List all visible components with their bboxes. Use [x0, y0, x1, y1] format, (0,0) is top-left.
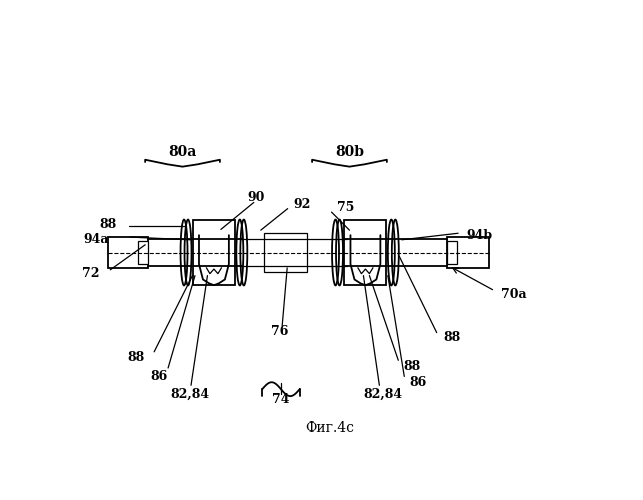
Text: 88: 88 [443, 332, 460, 344]
Text: 74: 74 [273, 393, 290, 406]
Text: 88: 88 [99, 218, 116, 230]
FancyBboxPatch shape [108, 237, 148, 268]
FancyBboxPatch shape [193, 220, 235, 285]
Text: Фиг.4с: Фиг.4с [305, 422, 354, 436]
FancyBboxPatch shape [345, 220, 386, 285]
Text: 86: 86 [150, 370, 168, 383]
Text: 80a: 80a [168, 146, 197, 160]
Text: 82,84: 82,84 [364, 388, 403, 400]
Text: 75: 75 [337, 200, 354, 213]
Text: 76: 76 [271, 325, 289, 338]
Text: 94a: 94a [84, 232, 109, 245]
Text: 82,84: 82,84 [170, 388, 210, 400]
Text: 80b: 80b [335, 146, 364, 160]
Text: 70a: 70a [502, 288, 527, 302]
FancyBboxPatch shape [264, 233, 307, 272]
Text: 86: 86 [410, 376, 426, 389]
FancyBboxPatch shape [447, 237, 489, 268]
Text: 88: 88 [403, 360, 421, 372]
Text: 88: 88 [127, 350, 144, 364]
FancyBboxPatch shape [138, 241, 148, 264]
FancyBboxPatch shape [447, 241, 457, 264]
Text: 94b: 94b [467, 228, 493, 241]
Text: 72: 72 [82, 267, 99, 280]
Text: 90: 90 [248, 192, 265, 204]
Text: 92: 92 [294, 198, 311, 211]
